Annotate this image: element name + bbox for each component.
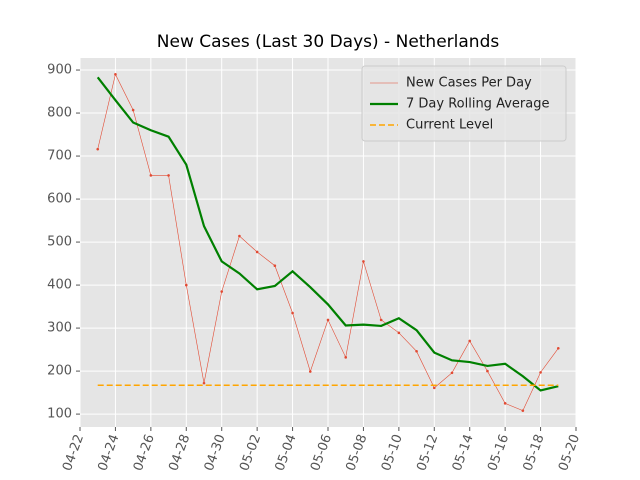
x-tick-label: 04-30 (202, 432, 229, 473)
point (556, 346, 560, 350)
y-tick-label: 600 (47, 192, 72, 207)
x-tick-label: 05-02 (237, 432, 264, 473)
legend-box (361, 65, 567, 142)
series-line (96, 76, 559, 392)
x-tick-label: 05-16 (485, 432, 512, 473)
point (255, 250, 259, 254)
y-tick-label: 900 (47, 63, 72, 78)
point (131, 108, 135, 112)
y-tick-label: 100 (47, 407, 72, 422)
legend-label: 7 Day Rolling Average (406, 97, 549, 112)
point (521, 409, 525, 412)
point (238, 234, 241, 238)
point (379, 318, 383, 322)
point (344, 356, 348, 359)
legend-label: Current Level (406, 118, 493, 133)
point (96, 147, 100, 151)
x-tick-label: 04-28 (166, 432, 193, 473)
point (291, 311, 294, 315)
y-tick-label: 300 (47, 321, 72, 336)
point (539, 371, 542, 374)
point (397, 331, 401, 335)
point (273, 264, 277, 268)
point (415, 350, 418, 353)
x-tick-label: 05-18 (521, 432, 548, 473)
point (167, 174, 170, 177)
point (184, 283, 188, 287)
y-tick-label: 200 (47, 364, 72, 379)
chart-title: New Cases (Last 30 Days) - Netherlands (157, 32, 500, 52)
point (486, 369, 489, 373)
legend-label: New Cases Per Day (406, 76, 532, 91)
x-tick-label: 05-12 (414, 432, 441, 473)
point (432, 386, 436, 390)
point (362, 260, 365, 263)
x-tick-label: 05-20 (556, 432, 583, 473)
x-tick-label: 04-22 (60, 432, 87, 473)
point (326, 318, 330, 322)
point (308, 370, 312, 373)
y-tick-label: 800 (47, 106, 72, 121)
x-tick-label: 05-08 (343, 432, 370, 473)
x-tick-label: 05-06 (308, 432, 335, 473)
y-tick-label: 400 (47, 278, 72, 293)
point (450, 371, 454, 375)
x-tick-label: 04-24 (95, 432, 122, 473)
point (149, 174, 153, 177)
x-tick-label: 05-10 (379, 432, 406, 473)
point (220, 290, 224, 293)
y-tick-label: 700 (47, 149, 72, 164)
x-tick-label: 05-14 (450, 432, 477, 473)
point (114, 73, 117, 76)
point (468, 339, 472, 343)
point (202, 381, 206, 385)
point (503, 402, 507, 405)
y-tick-label: 500 (47, 235, 72, 250)
x-tick-label: 05-04 (273, 432, 300, 473)
x-tick-label: 04-26 (131, 432, 158, 473)
